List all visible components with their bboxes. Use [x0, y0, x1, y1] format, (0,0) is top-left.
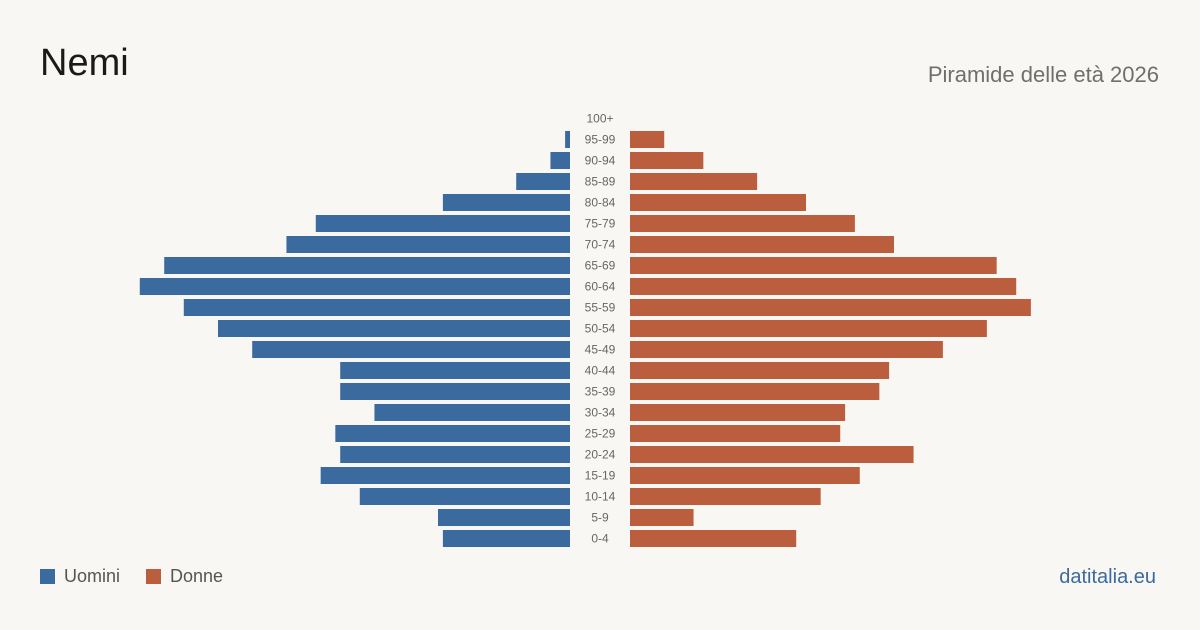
legend-label-men: Uomini [64, 566, 121, 586]
age-group-label: 95-99 [585, 133, 616, 147]
age-group-label: 0-4 [591, 532, 609, 546]
site-brand-link[interactable]: datitalia.eu [1059, 566, 1156, 588]
legend-swatch-women [146, 569, 162, 584]
bar-women-70-74 [630, 236, 894, 253]
chart-legend: Uomini Donne [40, 566, 249, 587]
age-group-label: 55-59 [585, 301, 616, 315]
bar-women-20-24 [630, 446, 914, 463]
bar-women-80-84 [630, 194, 806, 211]
chart-subtitle: Piramide delle età 2026 [927, 62, 1159, 87]
bar-men-60-64 [139, 278, 570, 295]
bar-men-20-24 [340, 446, 570, 463]
legend-item-men: Uomini [40, 566, 120, 587]
age-group-label: 30-34 [585, 406, 616, 420]
age-group-label: 65-69 [585, 259, 616, 273]
bar-men-85-89 [516, 173, 570, 190]
age-group-label: 15-19 [585, 469, 616, 483]
bar-men-40-44 [340, 362, 570, 379]
age-group-label: 80-84 [585, 196, 616, 210]
bar-men-15-19 [320, 467, 570, 484]
bar-men-75-79 [315, 215, 570, 232]
age-group-label: 10-14 [585, 490, 616, 504]
bar-men-50-54 [218, 320, 570, 337]
age-group-label: 60-64 [585, 280, 616, 294]
bar-women-50-54 [630, 320, 987, 337]
legend-label-women: Donne [170, 566, 224, 586]
legend-swatch-men [40, 569, 55, 584]
legend-item-women: Donne [146, 566, 223, 587]
bar-women-85-89 [630, 173, 758, 190]
bar-men-25-29 [335, 425, 570, 442]
age-group-label: 70-74 [585, 238, 616, 252]
bar-women-15-19 [630, 467, 860, 484]
bar-women-75-79 [630, 215, 855, 232]
bar-women-5-9 [630, 509, 694, 526]
age-group-label: 50-54 [585, 322, 616, 336]
bar-women-10-14 [630, 488, 821, 505]
bar-men-10-14 [359, 488, 570, 505]
bar-men-55-59 [183, 299, 570, 316]
age-group-label: 20-24 [585, 448, 616, 462]
bar-women-65-69 [630, 257, 997, 274]
bar-men-95-99 [565, 131, 570, 148]
bar-women-35-39 [630, 383, 880, 400]
age-group-label: 40-44 [585, 364, 616, 378]
bar-women-30-34 [630, 404, 846, 421]
bar-women-60-64 [630, 278, 1017, 295]
bar-women-40-44 [630, 362, 890, 379]
bar-women-0-4 [630, 530, 797, 547]
bar-men-30-34 [374, 404, 570, 421]
bar-women-90-94 [630, 152, 704, 169]
bar-men-80-84 [442, 194, 570, 211]
page-title: Nemi [40, 42, 129, 84]
bar-men-90-94 [550, 152, 570, 169]
age-group-label: 75-79 [585, 217, 616, 231]
age-group-label: 45-49 [585, 343, 616, 357]
bar-men-70-74 [286, 236, 570, 253]
bar-men-35-39 [340, 383, 570, 400]
age-group-label: 5-9 [591, 511, 609, 525]
age-group-label: 25-29 [585, 427, 616, 441]
bar-women-95-99 [630, 131, 665, 148]
bar-women-55-59 [630, 299, 1031, 316]
age-group-label: 35-39 [585, 385, 616, 399]
bar-women-45-49 [630, 341, 943, 358]
age-group-label: 85-89 [585, 175, 616, 189]
age-group-label: 90-94 [585, 154, 616, 168]
bar-women-25-29 [630, 425, 841, 442]
bar-men-5-9 [438, 509, 570, 526]
bar-men-65-69 [164, 257, 570, 274]
bar-men-0-4 [442, 530, 570, 547]
age-group-label: 100+ [586, 112, 613, 126]
bar-men-45-49 [252, 341, 570, 358]
